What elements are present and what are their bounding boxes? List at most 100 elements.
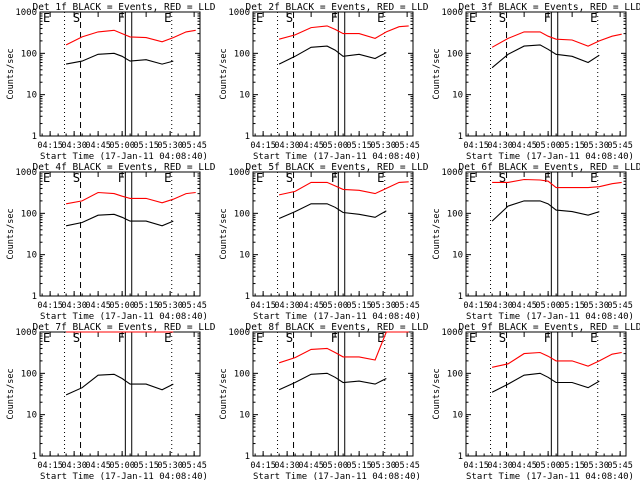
x-tick-label: 04:45 xyxy=(511,461,537,471)
lld-series-line xyxy=(65,29,196,46)
x-tick-label: 05:00 xyxy=(535,461,561,471)
y-tick-label: 1 xyxy=(458,132,463,142)
x-axis-label: Start Time (17-Jan-11 04:08:40) xyxy=(466,472,634,480)
y-tick-label: 10 xyxy=(239,91,250,101)
x-tick-label: 04:30 xyxy=(487,301,513,311)
x-tick-label: 05:30 xyxy=(370,461,396,471)
y-axis-label: Counts/sec xyxy=(432,48,442,99)
y-tick-label: 10 xyxy=(239,251,250,261)
y-tick-label: 100 xyxy=(21,209,37,219)
lld-series-line xyxy=(66,191,196,205)
event-marker-label: E xyxy=(377,171,384,185)
plot-frame xyxy=(39,11,201,137)
event-marker-label: F xyxy=(544,11,551,25)
x-axis-label: Start Time (17-Jan-11 04:08:40) xyxy=(466,312,634,322)
x-tick-label: 04:15 xyxy=(250,141,276,151)
x-tick-label: 04:45 xyxy=(511,141,537,151)
y-tick-label: 1000 xyxy=(15,168,37,178)
y-tick-label: 1 xyxy=(245,132,250,142)
y-tick-label: 10 xyxy=(452,411,463,421)
x-tick-label: 05:30 xyxy=(157,461,183,471)
plot-frame xyxy=(252,171,414,297)
x-tick-label: 05:15 xyxy=(559,301,585,311)
event-marker-label: S xyxy=(73,11,80,25)
x-tick-label: 04:45 xyxy=(298,301,324,311)
x-tick-label: 04:45 xyxy=(85,461,111,471)
panel-det-8: Det 8f BLACK = Events, RED = LLD 1 10 100 10… xyxy=(219,322,429,480)
y-tick-label: 10 xyxy=(26,411,37,421)
y-tick-label: 1 xyxy=(458,452,463,462)
event-marker-label: S xyxy=(286,11,293,25)
y-tick-label: 1 xyxy=(32,132,37,142)
event-marker-label: E xyxy=(164,171,171,185)
event-marker-label: E xyxy=(469,171,476,185)
x-tick-label: 05:15 xyxy=(133,461,159,471)
plot-frame xyxy=(252,11,414,137)
panel-title: Det 9f BLACK = Events, RED = LLD xyxy=(458,322,640,333)
event-marker-label: E xyxy=(469,11,476,25)
event-marker-label: E xyxy=(43,11,50,25)
event-marker-label: E xyxy=(164,11,171,25)
panel-title: Det 5f BLACK = Events, RED = LLD xyxy=(245,162,428,173)
panel-title: Det 4f BLACK = Events, RED = LLD xyxy=(32,162,215,173)
event-marker-label: E xyxy=(256,331,263,345)
lld-series-line xyxy=(278,25,409,40)
x-axis-label: Start Time (17-Jan-11 04:08:40) xyxy=(253,312,421,322)
x-tick-label: 05:00 xyxy=(535,301,561,311)
lld-series-line xyxy=(491,31,622,48)
y-axis-label: Counts/sec xyxy=(6,368,16,419)
event-marker-label: S xyxy=(499,11,506,25)
x-tick-label: 05:45 xyxy=(607,461,633,471)
y-tick-label: 1000 xyxy=(15,8,37,18)
events-series-line xyxy=(491,200,600,222)
events-series-line xyxy=(278,372,387,391)
x-tick-label: 05:00 xyxy=(535,141,561,151)
plot-frame xyxy=(465,11,627,137)
y-tick-label: 100 xyxy=(21,369,37,379)
events-series-line xyxy=(278,45,387,65)
x-axis-label: Start Time (17-Jan-11 04:08:40) xyxy=(253,472,421,480)
event-marker-label: E xyxy=(590,171,597,185)
x-tick-label: 05:00 xyxy=(109,301,135,311)
panel-det-4: Det 4f BLACK = Events, RED = LLD 1 10 100 10… xyxy=(6,162,216,322)
panel-det-2: Det 2f BLACK = Events, RED = LLD 1 10 100 10… xyxy=(219,2,429,162)
panel-det-3: Det 3f BLACK = Events, RED = LLD 1 10 100 10… xyxy=(432,2,640,162)
event-marker-label: S xyxy=(499,331,506,345)
y-axis-label: Counts/sec xyxy=(432,208,442,259)
y-axis-label: Counts/sec xyxy=(432,368,442,419)
x-tick-label: 05:15 xyxy=(559,461,585,471)
x-tick-label: 04:45 xyxy=(511,301,537,311)
y-tick-label: 1000 xyxy=(15,328,37,338)
event-marker-label: E xyxy=(164,331,171,345)
event-marker-label: S xyxy=(73,171,80,185)
x-tick-label: 05:45 xyxy=(394,141,420,151)
events-series-line xyxy=(491,44,600,69)
event-marker-label: S xyxy=(499,171,506,185)
y-tick-label: 1 xyxy=(458,292,463,302)
x-tick-label: 05:15 xyxy=(346,301,372,311)
y-tick-label: 1000 xyxy=(228,8,250,18)
event-marker-label: F xyxy=(331,171,338,185)
y-tick-label: 100 xyxy=(234,369,250,379)
event-marker-label: E xyxy=(256,171,263,185)
x-tick-label: 04:15 xyxy=(37,141,63,151)
x-axis-label: Start Time (17-Jan-11 04:08:40) xyxy=(253,152,421,162)
x-tick-label: 05:00 xyxy=(322,461,348,471)
event-marker-label: F xyxy=(118,11,125,25)
x-tick-label: 05:30 xyxy=(583,141,609,151)
x-tick-label: 04:15 xyxy=(250,301,276,311)
panel-det-6: Det 6f BLACK = Events, RED = LLD 1 10 100 10… xyxy=(432,162,640,322)
x-tick-label: 04:45 xyxy=(85,141,111,151)
y-tick-label: 1000 xyxy=(228,328,250,338)
y-tick-label: 100 xyxy=(21,49,37,59)
y-axis-label: Counts/sec xyxy=(219,368,229,419)
event-marker-label: E xyxy=(377,11,384,25)
x-tick-label: 04:30 xyxy=(274,141,300,151)
events-series-line xyxy=(65,52,174,65)
lld-series-line xyxy=(491,351,622,368)
event-marker-label: E xyxy=(590,331,597,345)
event-marker-label: S xyxy=(73,331,80,345)
x-tick-label: 04:30 xyxy=(61,141,87,151)
y-tick-label: 1000 xyxy=(441,8,463,18)
x-tick-label: 05:15 xyxy=(346,461,372,471)
